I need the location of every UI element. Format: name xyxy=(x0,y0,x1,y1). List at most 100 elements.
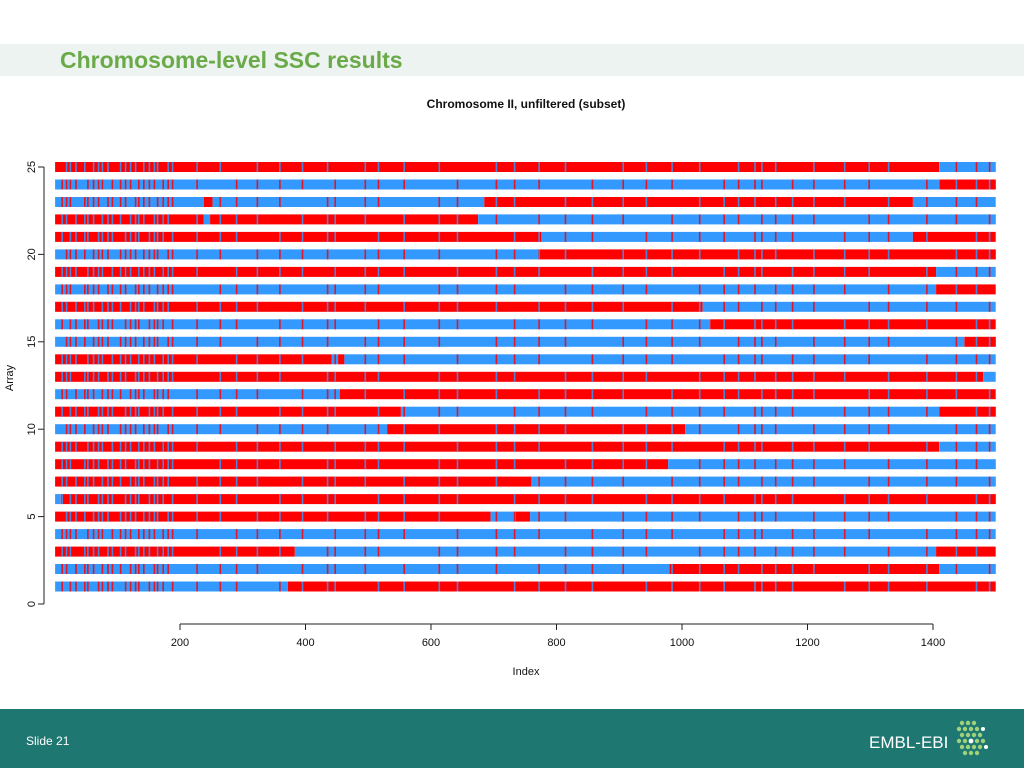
chart-title: Chromosome II, unfiltered (subset) xyxy=(427,97,626,111)
array-row-16 xyxy=(55,319,996,330)
state-flicker xyxy=(334,301,336,312)
state-flicker xyxy=(97,581,100,592)
state-flicker xyxy=(645,441,648,452)
state-flicker xyxy=(671,336,673,347)
state-flicker xyxy=(737,564,740,574)
state-flicker xyxy=(887,284,890,295)
state-flicker xyxy=(926,581,928,592)
state-flicker xyxy=(334,581,336,592)
state-segment xyxy=(702,301,996,312)
state-flicker xyxy=(111,564,114,574)
state-flicker xyxy=(955,564,958,574)
state-flicker xyxy=(955,371,958,382)
state-flicker xyxy=(119,354,122,365)
state-flicker xyxy=(622,354,624,365)
array-row-6 xyxy=(55,494,996,505)
state-flicker xyxy=(591,389,594,400)
state-flicker xyxy=(761,564,763,574)
state-flicker xyxy=(69,494,72,505)
state-flicker xyxy=(143,441,145,452)
x-tick-label: 600 xyxy=(422,637,440,649)
state-flicker xyxy=(364,389,367,400)
state-flicker xyxy=(153,266,156,277)
state-flicker xyxy=(101,581,104,592)
state-flicker xyxy=(377,371,380,382)
state-flicker xyxy=(698,301,701,312)
state-flicker xyxy=(887,564,890,574)
state-flicker xyxy=(301,389,304,400)
state-flicker xyxy=(124,459,127,470)
state-flicker xyxy=(153,301,156,312)
state-flicker xyxy=(279,424,281,435)
state-flicker xyxy=(495,249,498,260)
state-flicker xyxy=(513,546,516,557)
state-flicker xyxy=(65,389,68,400)
state-flicker xyxy=(75,389,77,400)
state-flicker xyxy=(196,441,198,452)
state-flicker xyxy=(955,214,958,225)
state-flicker xyxy=(143,459,145,470)
state-flicker xyxy=(377,354,380,365)
state-flicker xyxy=(143,266,145,277)
state-flicker xyxy=(791,564,794,574)
state-flicker xyxy=(438,564,441,574)
rows-layer xyxy=(55,162,996,592)
state-flicker xyxy=(156,581,159,592)
state-flicker xyxy=(723,266,725,277)
state-flicker xyxy=(813,266,815,277)
state-flicker xyxy=(92,266,95,277)
state-flicker xyxy=(171,197,174,207)
state-flicker xyxy=(148,284,151,295)
state-segment xyxy=(344,354,996,365)
state-flicker xyxy=(92,371,95,382)
state-flicker xyxy=(887,197,890,207)
state-segment xyxy=(55,511,491,522)
state-flicker xyxy=(326,319,329,330)
state-flicker xyxy=(622,371,624,382)
state-flicker xyxy=(87,494,89,505)
state-flicker xyxy=(326,389,329,400)
state-flicker xyxy=(279,581,281,592)
state-segment xyxy=(531,476,996,487)
state-flicker xyxy=(171,459,174,470)
state-flicker xyxy=(887,424,890,435)
state-flicker xyxy=(988,179,991,190)
state-flicker xyxy=(774,301,777,312)
state-flicker xyxy=(868,529,870,540)
state-flicker xyxy=(138,354,140,365)
state-flicker xyxy=(843,179,846,190)
state-flicker xyxy=(148,546,151,557)
state-flicker xyxy=(148,406,151,417)
state-flicker xyxy=(538,476,540,487)
state-flicker xyxy=(364,546,367,557)
state-flicker xyxy=(438,546,441,557)
state-flicker xyxy=(119,266,122,277)
state-flicker xyxy=(75,162,77,172)
state-flicker xyxy=(65,354,68,365)
state-flicker xyxy=(326,162,329,172)
state-flicker xyxy=(813,424,815,435)
state-flicker xyxy=(377,494,380,505)
state-flicker xyxy=(645,494,648,505)
state-flicker xyxy=(887,581,890,592)
state-flicker xyxy=(988,249,991,260)
array-row-1 xyxy=(55,581,996,592)
state-flicker xyxy=(326,581,329,592)
state-flicker xyxy=(564,301,567,312)
state-flicker xyxy=(84,197,86,207)
state-segment xyxy=(55,494,61,505)
state-flicker xyxy=(235,197,238,207)
state-flicker xyxy=(153,179,156,190)
state-flicker xyxy=(219,371,222,382)
state-flicker xyxy=(148,459,151,470)
state-flicker xyxy=(256,529,259,540)
state-flicker xyxy=(69,249,72,260)
state-flicker xyxy=(698,162,701,172)
state-flicker xyxy=(622,424,624,435)
state-flicker xyxy=(61,389,63,400)
state-flicker xyxy=(591,179,594,190)
state-flicker xyxy=(134,546,137,557)
state-flicker xyxy=(167,336,169,347)
state-flicker xyxy=(564,214,567,225)
state-flicker xyxy=(438,476,441,487)
